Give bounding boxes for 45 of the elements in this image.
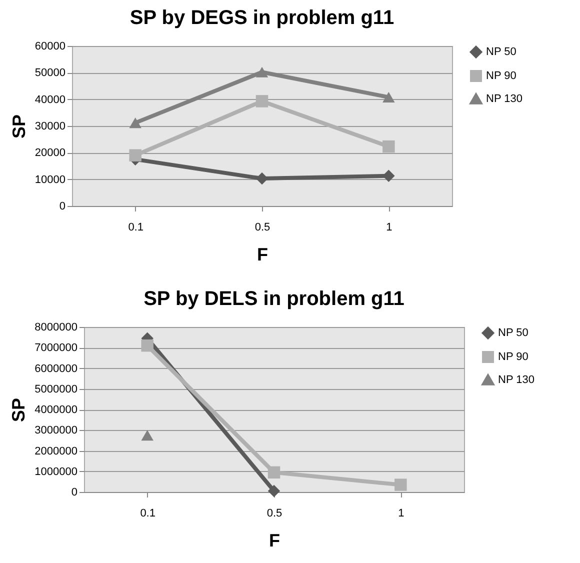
x-axis-title: F: [269, 530, 280, 550]
x-tick-label: 0.5: [266, 508, 282, 520]
x-tick-label: 0.1: [140, 508, 156, 520]
y-tick-label: 0: [59, 200, 66, 212]
point: [268, 466, 280, 479]
legend-label: NP 50: [486, 46, 516, 58]
legend-label: NP 130: [498, 374, 534, 386]
x-tick-label: 1: [398, 508, 404, 520]
point: [382, 140, 395, 153]
y-tick-label: 0: [71, 486, 78, 498]
y-tick-label: 4000000: [34, 404, 78, 416]
point: [382, 92, 395, 103]
y-tick-label: 7000000: [34, 342, 78, 354]
y-tick-label: 60000: [34, 40, 66, 52]
y-tick-label: 3000000: [34, 424, 78, 437]
y-tick-label: 1000000: [34, 466, 78, 478]
point: [268, 484, 280, 498]
x-tick-label: 0.1: [128, 222, 144, 234]
y-tick-label: 20000: [34, 147, 66, 160]
legend-label: NP 90: [498, 351, 528, 363]
point: [394, 478, 407, 491]
point: [141, 339, 154, 352]
y-tick-label: 6000000: [34, 362, 78, 375]
x-tick-label: 1: [386, 222, 392, 234]
point: [129, 149, 142, 162]
y-axis-title: SP: [8, 114, 29, 139]
legend-label: NP 90: [486, 70, 516, 82]
y-tick-label: 2000000: [34, 445, 78, 458]
y-axis-title: SP: [8, 398, 29, 422]
legend-label: NP 130: [486, 93, 522, 105]
y-tick-label: 30000: [34, 120, 66, 132]
y-tick-label: 8000000: [34, 322, 78, 334]
point: [256, 95, 268, 108]
x-tick-label: 0.5: [254, 222, 270, 234]
y-tick-label: 50000: [34, 67, 66, 80]
y-tick-label: 5000000: [34, 383, 78, 396]
legend-label: NP 50: [498, 327, 528, 339]
x-axis-title: F: [257, 244, 268, 264]
point: [129, 117, 142, 128]
point: [256, 66, 268, 78]
y-tick-label: 40000: [34, 94, 66, 106]
chart-title: SP by DELS in problem g11: [144, 288, 404, 310]
point: [141, 430, 154, 441]
y-tick-label: 10000: [34, 174, 66, 186]
chart-title: SP by DEGS in problem g11: [130, 7, 394, 29]
